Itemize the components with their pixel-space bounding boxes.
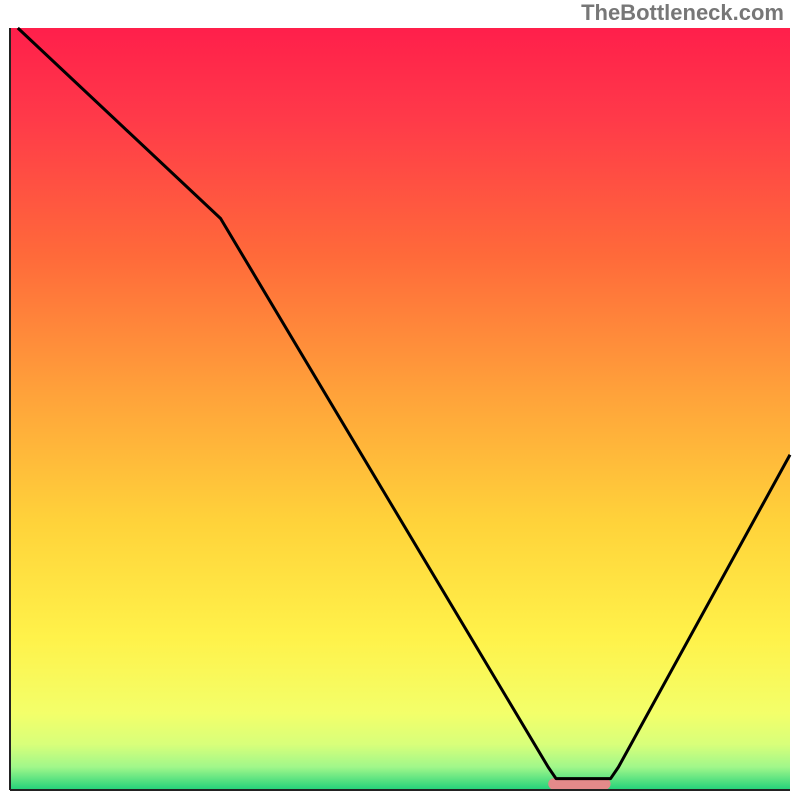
bottleneck-chart (0, 0, 800, 800)
chart-container: TheBottleneck.com (0, 0, 800, 800)
plot-gradient-background (10, 28, 790, 790)
